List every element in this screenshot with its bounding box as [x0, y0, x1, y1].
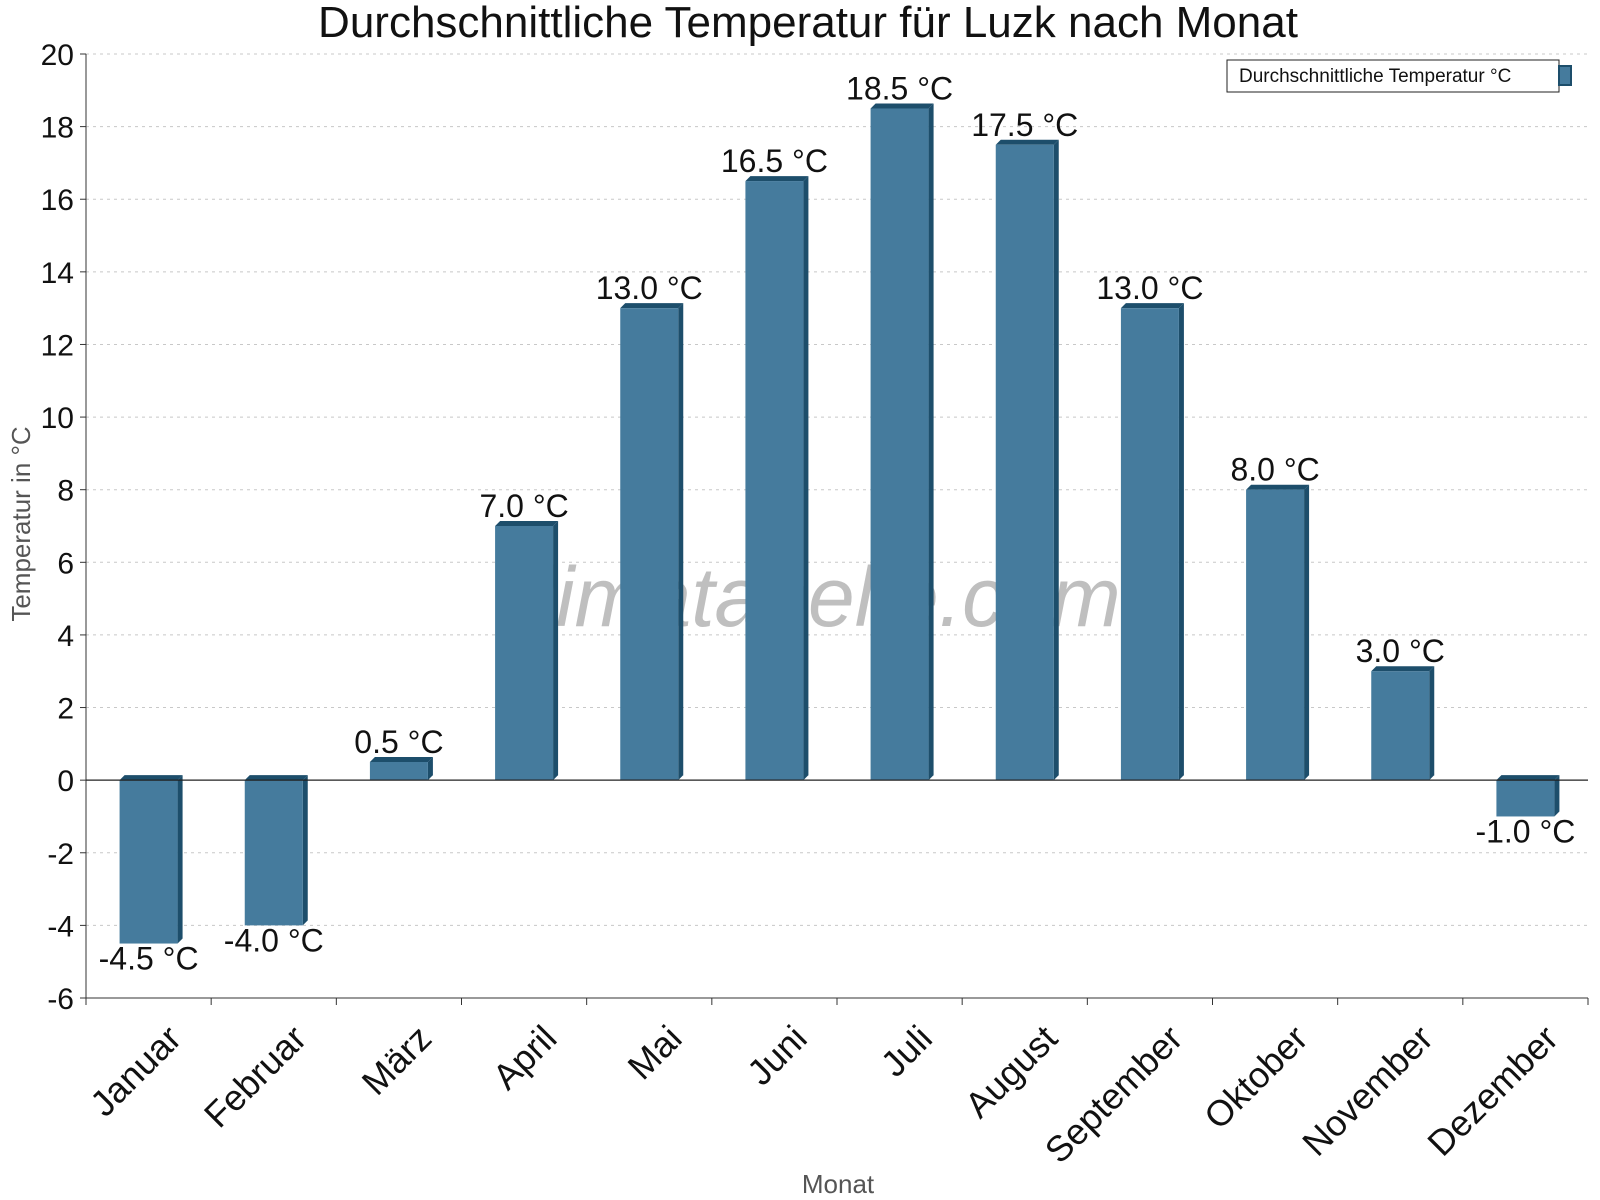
x-tick-labels: Januar Februar März April Mai Juni Juli AugustS… [82, 1017, 1566, 1171]
y-tick-label: 14 [41, 257, 74, 290]
bar-side [553, 521, 559, 781]
value-label: -4.0 °C [224, 922, 324, 958]
value-label: 7.0 °C [479, 488, 568, 524]
bar-top [1120, 303, 1184, 309]
bar-top [620, 303, 684, 309]
bar-side [302, 775, 308, 926]
bar-top [870, 103, 934, 109]
x-tick-label: November [1294, 1017, 1440, 1163]
bar [745, 181, 804, 781]
value-label: 16.5 °C [721, 143, 828, 179]
bar-side [928, 103, 934, 781]
value-label: 3.0 °C [1356, 633, 1445, 669]
value-label: 0.5 °C [354, 724, 443, 760]
y-tick-label: 10 [41, 402, 74, 435]
value-label: 8.0 °C [1230, 452, 1319, 488]
value-label: -1.0 °C [1475, 813, 1575, 849]
axes [85, 54, 1589, 1005]
bar-side [177, 775, 183, 944]
x-tick-label: Januar [82, 1017, 189, 1124]
bar-top [1246, 484, 1310, 490]
x-tick-label: März [354, 1017, 440, 1103]
bar [995, 144, 1054, 781]
bar-top [244, 775, 308, 781]
legend: Durchschnittliche Temperatur °C [1226, 59, 1572, 93]
y-tick-label: 12 [41, 329, 74, 362]
bar-top [495, 521, 559, 526]
y-tick-label: 4 [57, 620, 74, 653]
y-tick-label: -2 [47, 838, 74, 871]
x-tick-label: Juni [739, 1017, 815, 1093]
bar [1371, 671, 1430, 781]
bar-side [1053, 139, 1059, 781]
x-tick-label: April [484, 1017, 564, 1097]
bar [244, 780, 303, 926]
y-tick-label: -6 [47, 983, 74, 1016]
x-axis-label: Monat [802, 1169, 875, 1199]
bar [870, 108, 929, 781]
y-tick-label: 18 [41, 112, 74, 145]
value-label: 17.5 °C [971, 107, 1078, 143]
bar-side [1429, 666, 1435, 781]
bar-top [1496, 775, 1560, 781]
y-tick-label: 6 [57, 547, 74, 580]
bar-top [369, 757, 433, 762]
y-tick-label: 20 [41, 39, 74, 72]
bar [119, 780, 178, 944]
bar-side [1304, 484, 1310, 781]
bar-top [995, 139, 1059, 145]
bar [1496, 780, 1555, 817]
y-axis-label: Temperatur in °C [6, 426, 36, 621]
bar-side [803, 176, 809, 781]
y-tick-label: -4 [47, 910, 74, 943]
bar [1246, 489, 1305, 781]
value-label: 13.0 °C [1096, 270, 1203, 306]
bars [119, 103, 1560, 944]
legend-label: Durchschnittliche Temperatur °C [1239, 66, 1511, 87]
bar [620, 308, 679, 781]
y-tick-labels: -6 -4 -2 0 2 4 6 8 10 12 14 16 18 20 [41, 39, 86, 1016]
bar-side [1178, 303, 1184, 781]
bar [369, 762, 428, 781]
x-tick-label: September [1037, 1017, 1191, 1171]
y-tick-label: 16 [41, 184, 74, 217]
x-tick-label: Februar [196, 1017, 314, 1135]
legend-box [1226, 59, 1560, 93]
bar [495, 526, 554, 781]
bar-side [1554, 775, 1560, 817]
chart-title: Durchschnittliche Temperatur für Luzk na… [318, 0, 1298, 47]
legend-swatch [1558, 65, 1572, 86]
x-tick-label: Mai [620, 1017, 690, 1087]
x-tick-label: Oktober [1196, 1017, 1316, 1137]
x-tick-label: Dezember [1419, 1017, 1565, 1163]
y-tick-label: 2 [57, 693, 74, 726]
bar-top [745, 176, 809, 182]
x-tick-label: Juli [873, 1017, 940, 1084]
y-tick-label: 8 [57, 475, 74, 508]
value-label: -4.5 °C [99, 941, 199, 977]
grid-lines [86, 53, 1588, 999]
bar-side [427, 757, 433, 781]
bar [1120, 308, 1179, 781]
value-label: 18.5 °C [846, 70, 953, 106]
bar-top [119, 775, 183, 781]
value-label: 13.0 °C [596, 270, 703, 306]
value-labels: -4.5 °C -4.0 °C 0.5 °C 7.0 °C 13.0 °C 16.5 °C… [99, 70, 1576, 976]
x-tick-label: August [957, 1017, 1065, 1125]
bar-side [678, 303, 684, 781]
y-tick-label: 0 [57, 765, 74, 798]
bar-top [1371, 666, 1435, 672]
